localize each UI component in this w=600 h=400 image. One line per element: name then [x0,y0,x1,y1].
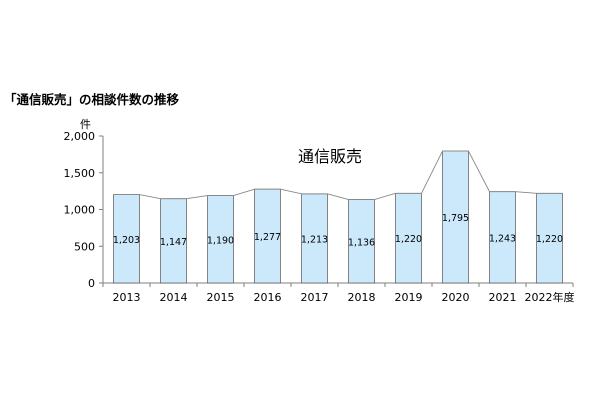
x-tick-label: 2018 [348,291,376,304]
bar [254,188,281,284]
bar-value-label: 1,277 [254,232,281,243]
series-line [113,150,563,200]
bar-value-label: 1,136 [348,237,375,248]
chart-title: 「通信販売」の相談件数の推移 [4,92,180,107]
bar [113,194,140,284]
y-tick-label: 1,500 [64,167,96,180]
bars [113,150,563,284]
series-label: 通信販売 [298,147,362,166]
bar-value-label: 1,190 [207,235,234,246]
x-tick-label: 2021 [489,291,517,304]
bar [160,198,187,284]
bar [536,192,563,284]
bar-value-label: 1,213 [301,234,328,245]
x-tick-label: 2016 [254,291,282,304]
bar [489,191,516,284]
x-tick-label: 2022年度 [525,290,575,304]
x-tick-label: 2015 [207,291,235,304]
x-tick-label: 2013 [113,291,141,304]
bar-value-label: 1,147 [160,237,187,248]
connector-line [113,150,563,200]
x-axis-ticks: 2013 2014 2015 2016 2017 2018 2019 2020 2021 2022… [102,283,575,304]
bar-value-label: 1,203 [113,235,140,246]
x-tick-label: 2020 [442,291,470,304]
y-tick-label: 2,000 [64,130,96,143]
bar-value-label: 1,220 [536,234,563,245]
bar [301,193,328,284]
y-axis-ticks: 0 500 1,000 1,500 2,000 [64,130,103,290]
y-tick-label: 1,000 [64,204,96,217]
bar [207,195,234,284]
bar-labels: 1,203 1,147 1,190 1,277 1,213 1,136 1,220 1,795… [113,213,563,248]
x-tick-label: 2019 [395,291,423,304]
bar-value-label: 1,220 [395,234,422,245]
x-tick-label: 2014 [160,291,188,304]
bar-value-label: 1,243 [489,233,516,244]
y-tick-label: 500 [74,240,95,253]
bar [348,199,375,284]
y-axis-unit-label: 件 [80,118,91,131]
x-tick-label: 2017 [301,291,329,304]
y-tick-label: 0 [88,277,95,290]
bar-value-label: 1,795 [442,213,469,224]
